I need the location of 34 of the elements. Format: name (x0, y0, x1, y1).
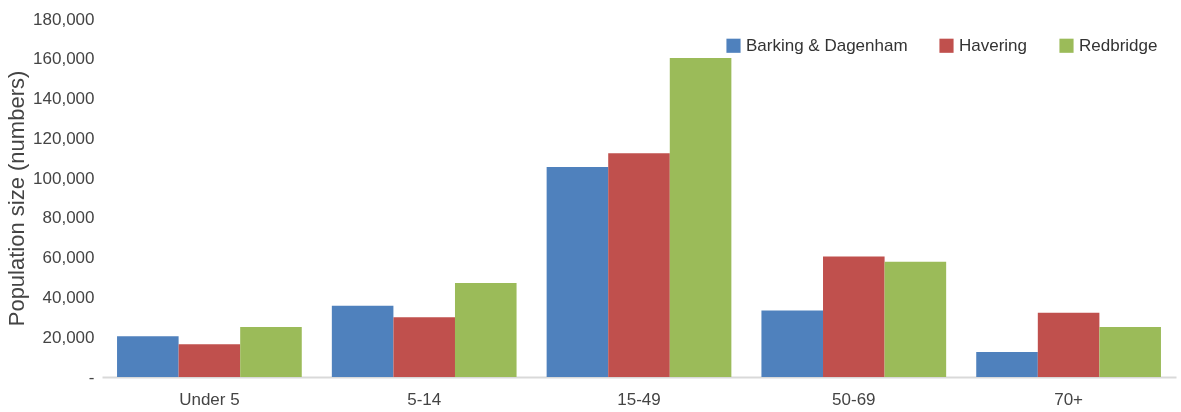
y-tick-label: 80,000 (42, 208, 95, 228)
y-axis-title: Population size (numbers) (4, 70, 30, 327)
bar (331, 305, 394, 377)
bar (117, 336, 179, 377)
y-tick-label: 100,000 (33, 168, 95, 188)
legend-label: Havering (959, 35, 1028, 55)
x-tick-label: 5-14 (407, 389, 442, 409)
bar (1099, 326, 1161, 377)
x-tick-label: 50-69 (832, 389, 876, 409)
x-tick-label: Under 5 (179, 389, 240, 409)
bar (240, 327, 302, 377)
y-tick-label: 60,000 (42, 248, 95, 268)
y-tick-label: 160,000 (33, 49, 95, 69)
bar (454, 282, 517, 377)
bar (178, 344, 241, 377)
legend-label: Redbridge (1079, 35, 1158, 55)
bar (546, 166, 609, 377)
bar (1037, 312, 1100, 377)
legend-label: Barking & Dagenham (746, 35, 908, 55)
bar (761, 310, 824, 377)
y-tick-label: 40,000 (42, 287, 95, 307)
bar (393, 317, 455, 377)
bar (823, 256, 885, 377)
y-tick-label: 20,000 (42, 327, 95, 347)
y-tick-label: - (88, 367, 95, 387)
y-tick-label: 140,000 (33, 89, 95, 109)
x-tick-label: 70+ (1054, 389, 1084, 409)
bar (669, 57, 732, 377)
x-tick-label: 15-49 (617, 389, 661, 409)
y-tick-label: 180,000 (33, 9, 95, 29)
bar (884, 261, 947, 377)
bar (608, 153, 670, 377)
y-tick-label: 120,000 (33, 128, 95, 148)
bar (976, 351, 1038, 377)
